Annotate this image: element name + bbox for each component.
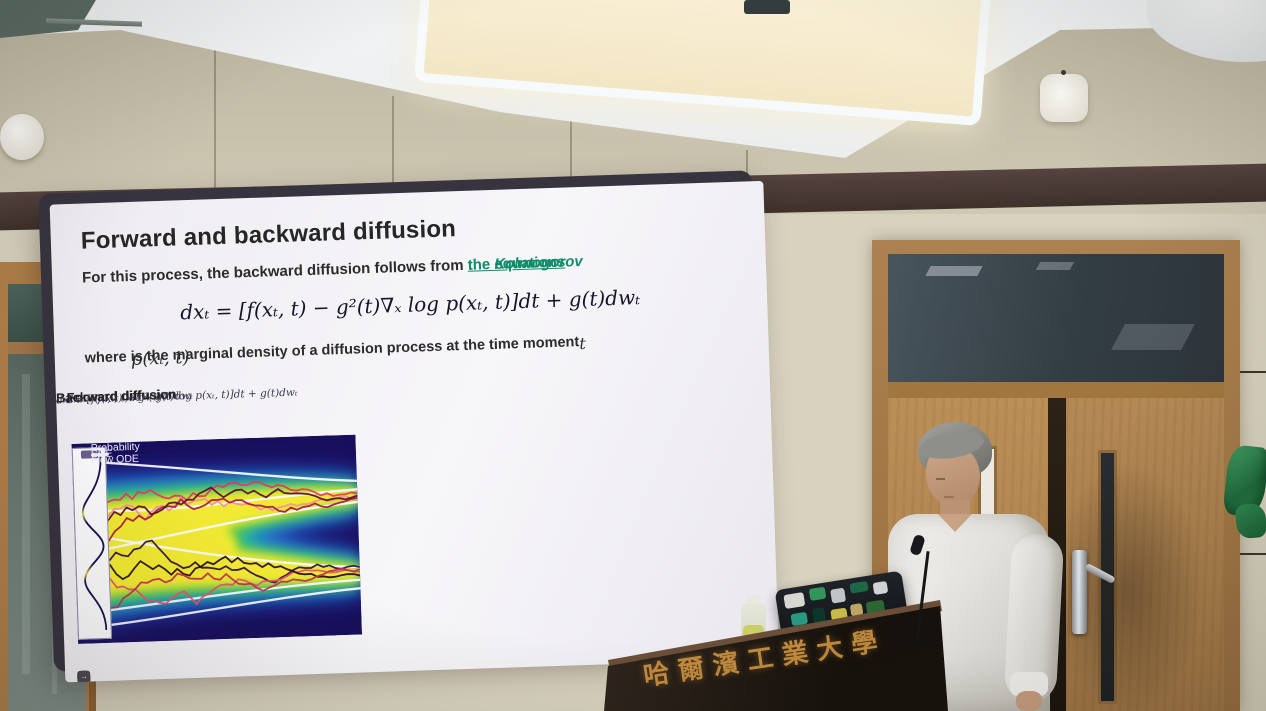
smoke-detector bbox=[1040, 70, 1088, 122]
slide-title: Forward and backward diffusion bbox=[80, 215, 457, 255]
kolmogorov-link[interactable]: the Kolmogorov equations bbox=[467, 252, 583, 274]
speaker-mouth bbox=[944, 496, 954, 498]
slide-intro: For this process, the backward diffusion… bbox=[81, 253, 583, 287]
wall-panel-seam bbox=[570, 118, 572, 194]
slide: Forward and backward diffusion For this … bbox=[49, 180, 780, 683]
presentation-screen: Forward and backward diffusion For this … bbox=[38, 170, 780, 683]
wall-panel-seam bbox=[214, 34, 216, 194]
door-frame-rail bbox=[888, 382, 1224, 398]
speaker-eyebrow bbox=[936, 478, 945, 480]
forward-icon[interactable]: → bbox=[77, 670, 91, 683]
glass-reflection bbox=[22, 374, 30, 674]
glass-reflection bbox=[1035, 262, 1075, 270]
laptop-sticker bbox=[872, 580, 889, 595]
backward-diffusion-heatmap bbox=[71, 434, 363, 644]
glass-reflection bbox=[1111, 324, 1195, 350]
wall-panel-seam bbox=[392, 96, 394, 196]
marginal-density-term: p(xₜ, t) bbox=[130, 347, 190, 370]
microphone bbox=[900, 533, 946, 655]
door-leaf[interactable] bbox=[1066, 398, 1224, 711]
door-handle[interactable] bbox=[1072, 550, 1087, 634]
mic-base bbox=[915, 639, 930, 647]
smoke-detector bbox=[0, 114, 44, 160]
backward-header: Backward diffusion dxₜ = [f(xₜ, t) − g²(… bbox=[56, 378, 427, 406]
diffusion-figure: SDE Probability Flow ODE bbox=[71, 422, 742, 644]
figure-legend: SDE Probability Flow ODE bbox=[80, 441, 140, 466]
backward-sde-formula: dxₜ = [f(xₜ, t) − g²(t)∇ₓ log p(xₜ, t)]d… bbox=[179, 285, 641, 325]
plastic-bag-on-wall bbox=[1234, 502, 1266, 540]
wall-seam-line bbox=[1238, 553, 1266, 555]
backward-heatmap-canvas bbox=[71, 434, 363, 644]
panel-headers: Forward diffusion dxₜ = f(xₜ, t)dt + g(t… bbox=[56, 367, 770, 406]
legend-label: Probability Flow ODE bbox=[90, 440, 140, 467]
bottle-cap bbox=[746, 595, 761, 604]
mic-head bbox=[909, 533, 926, 557]
glass-reflection bbox=[925, 266, 983, 276]
wall-seam-line bbox=[1228, 371, 1266, 373]
time-variable: t bbox=[578, 333, 587, 354]
podium: 哈爾濱工業大學 bbox=[604, 598, 948, 711]
ceiling-vent bbox=[744, 0, 790, 14]
transom-window bbox=[888, 254, 1224, 382]
intro-prefix: For this process, the backward diffusion… bbox=[81, 256, 469, 287]
speaker-hand bbox=[1016, 691, 1042, 711]
laptop-sticker bbox=[849, 580, 869, 594]
data-distribution-plot bbox=[71, 446, 113, 640]
kolmogorov-word: Kolmogorov bbox=[494, 252, 583, 273]
mic-gooseneck bbox=[915, 551, 930, 643]
where-line: where p(xₜ, t) is the marginal density o… bbox=[84, 333, 587, 370]
